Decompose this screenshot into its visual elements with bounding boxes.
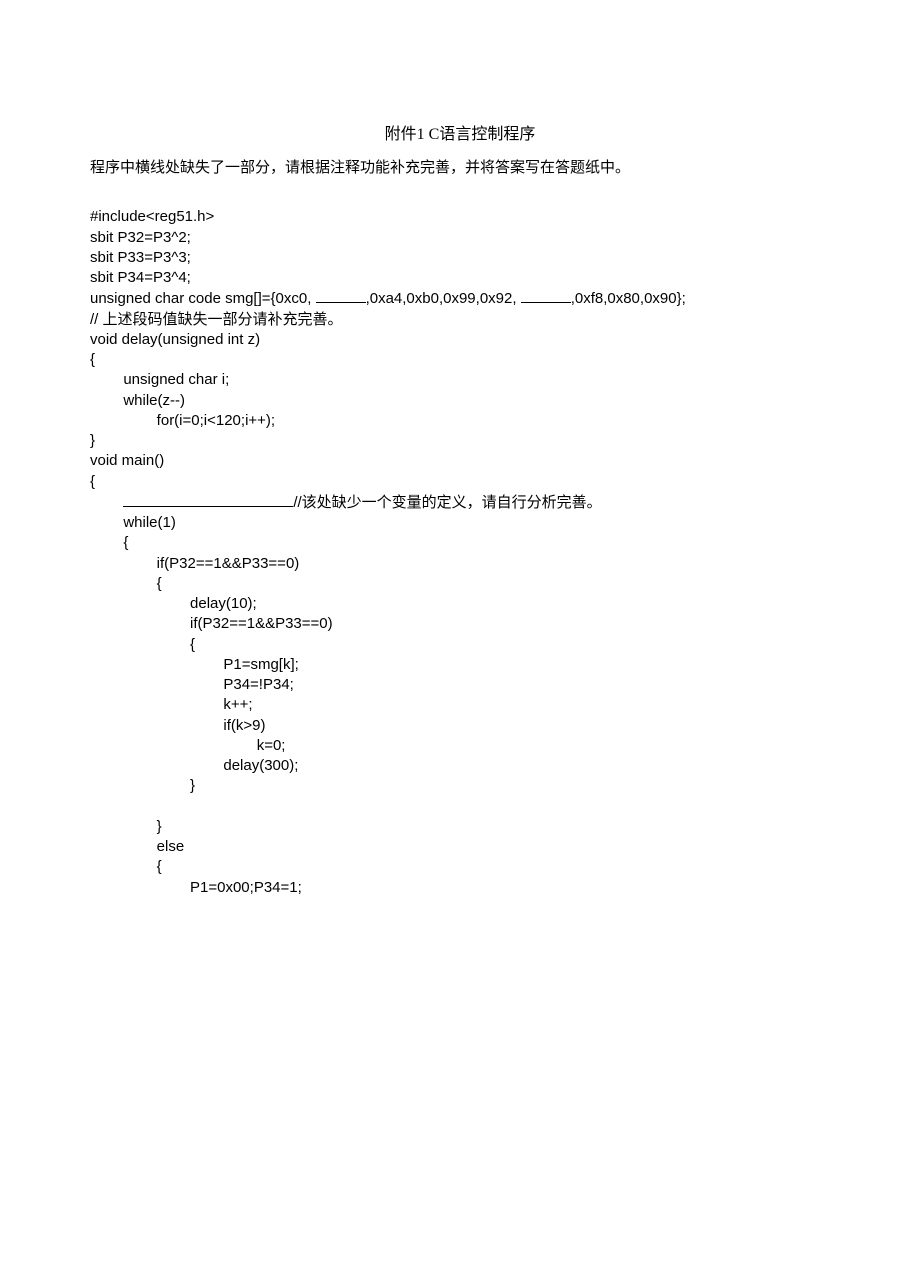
code-line: sbit P32=P3^2; <box>90 229 191 246</box>
code-line: while(1) <box>90 514 176 531</box>
code-line: { <box>90 636 195 653</box>
code-line: unsigned char code smg[]={0xc0, <box>90 290 316 307</box>
code-line: delay(10); <box>90 595 257 612</box>
code-line: P1=0x00;P34=1; <box>90 879 302 896</box>
code-line: { <box>90 351 95 368</box>
code-line: ,0xf8,0x80,0x90}; <box>571 290 686 307</box>
code-line: k++; <box>90 696 253 713</box>
fill-blank-3 <box>123 492 293 507</box>
code-line: void main() <box>90 452 164 469</box>
fill-blank-2 <box>521 288 571 303</box>
code-line: sbit P34=P3^4; <box>90 269 191 286</box>
code-comment: // 上述段码值缺失一部分请补充完善。 <box>90 311 343 328</box>
code-line: { <box>90 534 128 551</box>
code-line: if(P32==1&&P33==0) <box>90 555 299 572</box>
code-line <box>90 494 123 511</box>
code-line: k=0; <box>90 737 285 754</box>
instruction-text: 程序中横线处缺失了一部分，请根据注释功能补充完善，并将答案写在答题纸中。 <box>90 156 830 177</box>
code-line: else <box>90 838 184 855</box>
fill-blank-1 <box>316 288 366 303</box>
code-line: { <box>90 858 162 875</box>
code-line: void delay(unsigned int z) <box>90 331 260 348</box>
code-line: { <box>90 473 95 490</box>
code-line: for(i=0;i<120;i++); <box>90 412 275 429</box>
code-line: unsigned char i; <box>90 371 229 388</box>
code-line: ,0xa4,0xb0,0x99,0x92, <box>366 290 521 307</box>
code-line: } <box>90 818 162 835</box>
code-line: delay(300); <box>90 757 298 774</box>
code-line: while(z--) <box>90 392 185 409</box>
document-title: 附件1 C语言控制程序 <box>90 120 830 144</box>
code-line: #include<reg51.h> <box>90 208 214 225</box>
code-line: if(P32==1&&P33==0) <box>90 615 333 632</box>
code-line: P1=smg[k]; <box>90 656 299 673</box>
code-comment: //该处缺少一个变量的定义，请自行分析完善。 <box>293 494 601 511</box>
code-line: if(k>9) <box>90 717 265 734</box>
code-line: sbit P33=P3^3; <box>90 249 191 266</box>
code-line: } <box>90 432 95 449</box>
code-line: { <box>90 575 162 592</box>
code-content: #include<reg51.h> sbit P32=P3^2; sbit P3… <box>90 187 830 898</box>
code-line: P34=!P34; <box>90 676 294 693</box>
code-line: } <box>90 777 195 794</box>
